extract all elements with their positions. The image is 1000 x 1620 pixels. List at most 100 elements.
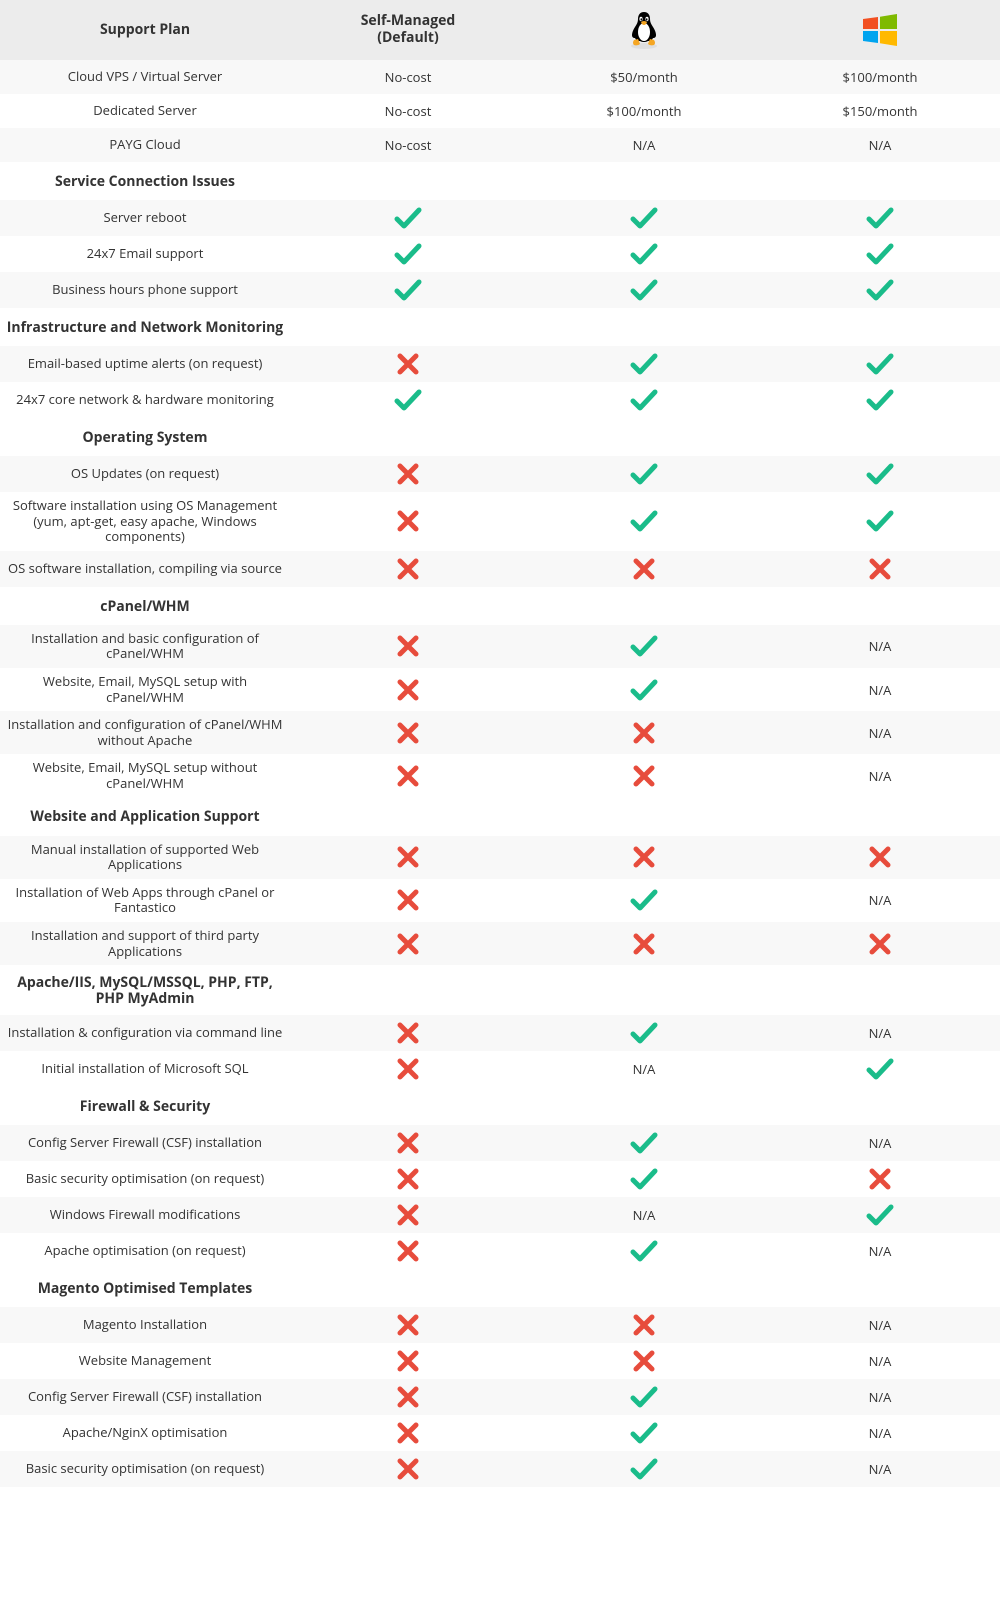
cell-windows: N/A bbox=[762, 885, 998, 915]
check-icon bbox=[630, 509, 658, 533]
cross-icon bbox=[394, 845, 422, 869]
row-label: Website, Email, MySQL setup without cPan… bbox=[0, 754, 290, 797]
cell-self bbox=[290, 882, 526, 918]
cell-linux: N/A bbox=[526, 1200, 762, 1230]
cell-self bbox=[290, 346, 526, 382]
cell-linux bbox=[526, 200, 762, 236]
windows-icon bbox=[861, 13, 899, 47]
row-label: Config Server Firewall (CSF) installatio… bbox=[0, 1129, 290, 1157]
cell-windows: N/A bbox=[762, 1418, 998, 1448]
check-icon bbox=[630, 206, 658, 230]
cell-text: N/A bbox=[869, 637, 892, 655]
check-icon bbox=[630, 1385, 658, 1409]
cross-icon bbox=[866, 932, 894, 956]
cross-icon bbox=[394, 888, 422, 912]
section-title: Magento Optimised Templates bbox=[0, 1271, 290, 1305]
row-label: Installation and basic configuration of … bbox=[0, 625, 290, 668]
check-icon bbox=[630, 888, 658, 912]
cell-windows bbox=[762, 272, 998, 308]
cell-text: N/A bbox=[869, 681, 892, 699]
header-linux bbox=[526, 4, 762, 56]
check-icon bbox=[866, 1203, 894, 1227]
cell-self bbox=[290, 628, 526, 664]
cell-windows: N/A bbox=[762, 1018, 998, 1048]
cell-linux bbox=[526, 1379, 762, 1415]
cross-icon bbox=[394, 764, 422, 788]
table-row: Installation and basic configuration of … bbox=[0, 625, 1000, 668]
cross-icon bbox=[394, 932, 422, 956]
cell-linux bbox=[526, 236, 762, 272]
row-label: Website, Email, MySQL setup with cPanel/… bbox=[0, 668, 290, 711]
cross-icon bbox=[394, 1021, 422, 1045]
row-label: Apache/NginX optimisation bbox=[0, 1419, 290, 1447]
cell-windows: N/A bbox=[762, 1346, 998, 1376]
cross-icon bbox=[394, 509, 422, 533]
cross-icon bbox=[394, 721, 422, 745]
header-self-managed: Self-Managed (Default) bbox=[290, 7, 526, 53]
cross-icon bbox=[630, 721, 658, 745]
cell-windows bbox=[762, 456, 998, 492]
check-icon bbox=[866, 509, 894, 533]
table-row: Server reboot bbox=[0, 200, 1000, 236]
cell-linux: N/A bbox=[526, 1054, 762, 1084]
cross-icon bbox=[630, 557, 658, 581]
cross-icon bbox=[630, 845, 658, 869]
cell-windows bbox=[762, 926, 998, 962]
cross-icon bbox=[394, 1421, 422, 1445]
cell-linux bbox=[526, 382, 762, 418]
header-label: Support Plan bbox=[0, 16, 290, 45]
row-label: Installation and support of third party … bbox=[0, 922, 290, 965]
cell-linux bbox=[526, 1415, 762, 1451]
cell-windows bbox=[762, 1051, 998, 1087]
row-label: OS software installation, compiling via … bbox=[0, 555, 290, 583]
table-row: 24x7 core network & hardware monitoring bbox=[0, 382, 1000, 418]
cell-text: N/A bbox=[869, 1352, 892, 1370]
cell-windows: N/A bbox=[762, 761, 998, 791]
cell-windows bbox=[762, 382, 998, 418]
row-label: Basic security optimisation (on request) bbox=[0, 1165, 290, 1193]
cell-windows: N/A bbox=[762, 1382, 998, 1412]
support-plan-table: Support Plan Self-Managed (Default) bbox=[0, 0, 1000, 1487]
table-row: Installation and support of third party … bbox=[0, 922, 1000, 965]
table-row: Website ManagementN/A bbox=[0, 1343, 1000, 1379]
cell-linux bbox=[526, 1451, 762, 1487]
cell-linux bbox=[526, 628, 762, 664]
cell-self bbox=[290, 382, 526, 418]
section-title: Service Connection Issues bbox=[0, 164, 290, 198]
cell-windows: N/A bbox=[762, 675, 998, 705]
row-label: Installation and configuration of cPanel… bbox=[0, 711, 290, 754]
check-icon bbox=[394, 242, 422, 266]
cross-icon bbox=[630, 932, 658, 956]
cell-self bbox=[290, 1051, 526, 1087]
cell-self bbox=[290, 551, 526, 587]
table-row: Dedicated ServerNo-cost$100/month$150/mo… bbox=[0, 94, 1000, 128]
table-row: Software installation using OS Managemen… bbox=[0, 492, 1000, 551]
cross-icon bbox=[394, 678, 422, 702]
section-title: Firewall & Security bbox=[0, 1089, 290, 1123]
cross-icon bbox=[394, 1057, 422, 1081]
cell-self bbox=[290, 1307, 526, 1343]
table-row: OS Updates (on request) bbox=[0, 456, 1000, 492]
cell-self bbox=[290, 200, 526, 236]
cell-self bbox=[290, 1197, 526, 1233]
table-row: Website, Email, MySQL setup without cPan… bbox=[0, 754, 1000, 797]
cell-windows: N/A bbox=[762, 1310, 998, 1340]
cell-linux bbox=[526, 456, 762, 492]
cell-windows bbox=[762, 551, 998, 587]
cell-linux bbox=[526, 926, 762, 962]
cell-text: N/A bbox=[869, 1460, 892, 1478]
cell-linux: $100/month bbox=[526, 96, 762, 126]
cell-text: N/A bbox=[869, 767, 892, 785]
cell-windows bbox=[762, 839, 998, 875]
cell-self bbox=[290, 1161, 526, 1197]
cell-windows: N/A bbox=[762, 1128, 998, 1158]
cross-icon bbox=[630, 764, 658, 788]
row-label: Config Server Firewall (CSF) installatio… bbox=[0, 1383, 290, 1411]
cell-self: No-cost bbox=[290, 62, 526, 92]
check-icon bbox=[630, 242, 658, 266]
table-row: Config Server Firewall (CSF) installatio… bbox=[0, 1125, 1000, 1161]
cross-icon bbox=[394, 1313, 422, 1337]
cell-windows bbox=[762, 346, 998, 382]
row-label: Dedicated Server bbox=[0, 97, 290, 125]
cross-icon bbox=[394, 1457, 422, 1481]
